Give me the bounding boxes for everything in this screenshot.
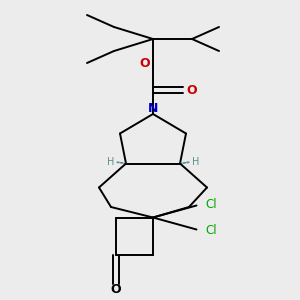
Text: H: H bbox=[192, 157, 199, 167]
Text: Cl: Cl bbox=[205, 224, 217, 238]
Text: N: N bbox=[148, 102, 158, 115]
Text: O: O bbox=[110, 283, 121, 296]
Text: O: O bbox=[139, 57, 150, 70]
Text: Cl: Cl bbox=[205, 197, 217, 211]
Text: H: H bbox=[107, 157, 114, 167]
Text: O: O bbox=[186, 83, 197, 97]
